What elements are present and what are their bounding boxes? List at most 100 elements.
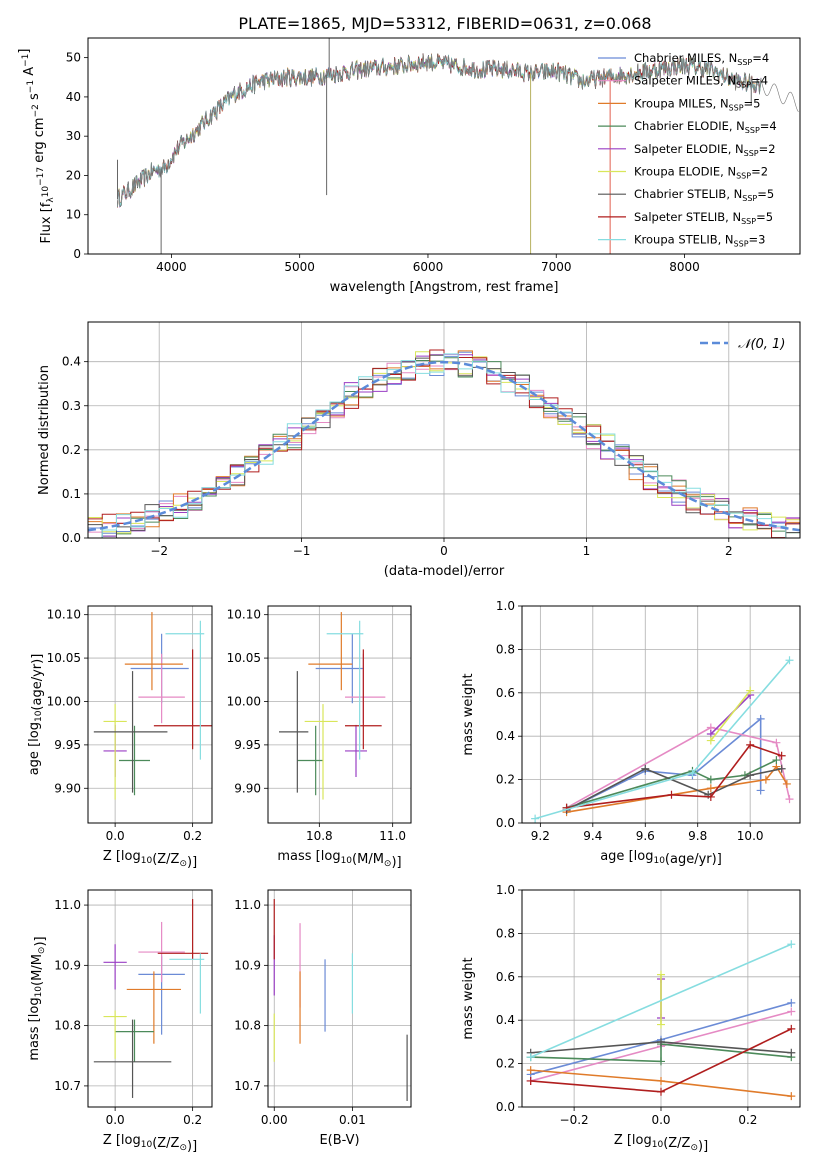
data-spectrum-tail — [761, 81, 799, 112]
errorbar-point — [326, 620, 364, 760]
y-tick-label: 10.9 — [54, 958, 81, 972]
y-tick-label: 0.2 — [496, 1057, 515, 1071]
x-tick-label: 9.6 — [636, 829, 655, 843]
errorbar-point — [93, 671, 168, 793]
legend-label-main: Salpeter MILES, N — [634, 74, 736, 88]
label-part: (age/yr)] — [665, 852, 722, 867]
label-part: 10 — [34, 710, 44, 722]
y-tick-label: 0.0 — [496, 1100, 515, 1114]
plot-area — [531, 656, 794, 823]
legend-label: Kroupa MILES, NSSP=5 — [634, 96, 760, 112]
x-tick-label: 1 — [583, 544, 591, 558]
x-tick-label: 0.0 — [651, 1113, 670, 1127]
errorbar-point — [308, 612, 353, 691]
label-part: age [log — [27, 722, 42, 775]
label-part: ⊙ — [37, 947, 47, 955]
weight-marker — [657, 970, 665, 979]
panels: 4000 5000 6000 7000 800001020304050wavelengt… — [17, 37, 801, 1154]
legend-label-sub: SSP — [745, 126, 760, 135]
weight-marker — [657, 1037, 665, 1046]
y-tick-label: 10.00 — [227, 694, 261, 708]
axes-frame — [87, 37, 801, 255]
legend-label: Chabrier ELODIE, NSSP=4 — [634, 119, 777, 135]
x-tick-label: 9.4 — [583, 829, 602, 843]
y-axis-label: Flux [fλ10−17 erg cm−2 s−1 A−1] — [17, 49, 56, 244]
weight-marker — [641, 764, 650, 773]
panel-age-vs-mass: 10.8 11.0 9.90 9.95 10.00 10.05 10.10 mass [log… — [227, 605, 412, 870]
weight-marker — [785, 795, 794, 804]
label-part: (M/M — [352, 852, 384, 867]
legend-label-sub: SSP — [741, 217, 756, 226]
y-tick-label: 11.0 — [54, 898, 81, 912]
x-tick-label: −0.2 — [560, 1113, 589, 1127]
legend-label-main: Kroupa STELIB, N — [634, 233, 734, 247]
y-tick-label: 10.05 — [227, 651, 261, 665]
weight-marker — [706, 784, 715, 793]
label-part: mass [log — [277, 849, 340, 864]
label-part: −17 — [36, 167, 46, 186]
x-tick-label: 10.8 — [306, 829, 333, 843]
y-tick-label: 20 — [66, 168, 81, 182]
label-part: )] — [698, 1139, 708, 1154]
weight-marker — [772, 756, 781, 765]
plot-area — [279, 612, 386, 800]
legend: Chabrier MILES, NSSP=4 Salpeter MILES, N S… — [598, 51, 777, 249]
errorbar-point — [138, 921, 185, 983]
y-axis-label: mass weight — [461, 673, 476, 755]
axes-frame — [267, 889, 412, 1108]
label-part: 10 — [141, 856, 153, 866]
label-part: ⊙ — [384, 859, 392, 869]
errorbar-point — [103, 944, 127, 990]
legend-label: Kroupa STELIB, NSSP=3 — [634, 233, 765, 249]
legend-label: Chabrier MILES, NSSP=4 — [634, 51, 769, 67]
legend-label: Chabrier STELIB, NSSP=5 — [634, 187, 774, 203]
plot-area — [273, 899, 408, 1101]
weight-marker — [706, 792, 715, 801]
legend-label: Salpeter ELODIE, NSSP=2 — [634, 142, 776, 158]
label-part: s — [27, 93, 42, 104]
y-tick-label: 30 — [66, 129, 81, 143]
x-tick-label: 7000 — [541, 260, 572, 274]
plot-area — [93, 612, 212, 800]
label-part: )] — [187, 1139, 197, 1154]
errorbar-point — [119, 725, 150, 796]
y-tick-label: 10.05 — [47, 651, 81, 665]
x-axis-label: wavelength [Angstrom, rest frame] — [330, 280, 559, 295]
errorbar-point — [157, 899, 209, 960]
y-tick-label: 10.7 — [54, 1079, 81, 1093]
y-tick-label: 0.4 — [496, 729, 515, 743]
weight-marker — [777, 764, 786, 773]
axes-frame — [87, 889, 213, 1108]
x-tick-label: 4000 — [156, 260, 187, 274]
plot-area — [526, 940, 796, 1101]
y-axis-label: Normed distribution — [37, 365, 52, 495]
weight-marker — [657, 1057, 665, 1066]
errorbar-point — [345, 649, 382, 750]
label-part: )] — [187, 855, 197, 870]
label-part: erg cm — [32, 117, 47, 166]
x-axis-label: E(B-V) — [319, 1133, 359, 1148]
legend-label-suffix: =3 — [749, 233, 766, 247]
weight-marker — [526, 1076, 535, 1085]
label-part: Z [log — [614, 1133, 652, 1148]
panel-mass-weight-vs-Z: −0.2 0.0 0.2 0.0 0.2 0.4 0.6 0.8 1.0 Z [log10(Z/Z… — [461, 883, 801, 1154]
x-tick-label: 0.2 — [183, 829, 202, 843]
weight-marker — [746, 686, 755, 695]
weight-marker — [787, 1092, 796, 1101]
label-part: )] — [391, 855, 401, 870]
legend-label-suffix: =5 — [756, 210, 773, 224]
y-tick-label: 0.2 — [62, 443, 81, 457]
label-part: 10 — [41, 186, 51, 198]
weight-marker — [562, 803, 571, 812]
y-tick-label: 10 — [66, 208, 81, 222]
panel-spectrum: 4000 5000 6000 7000 8000 0 10 20 30 40 50 wavelengt… — [17, 37, 801, 295]
weight-series-line — [566, 726, 791, 809]
label-part: Z [log — [103, 849, 141, 864]
label-part: (Z/Z — [152, 852, 179, 867]
y-tick-label: 50 — [66, 51, 81, 65]
weight-series-line — [530, 1043, 792, 1063]
errorbar-point — [138, 653, 185, 724]
figure-title: PLATE=1865, MJD=53312, FIBERID=0631, z=0… — [238, 14, 651, 33]
y-tick-label: 10.9 — [234, 958, 261, 972]
legend-label-sub: SSP — [736, 172, 751, 181]
